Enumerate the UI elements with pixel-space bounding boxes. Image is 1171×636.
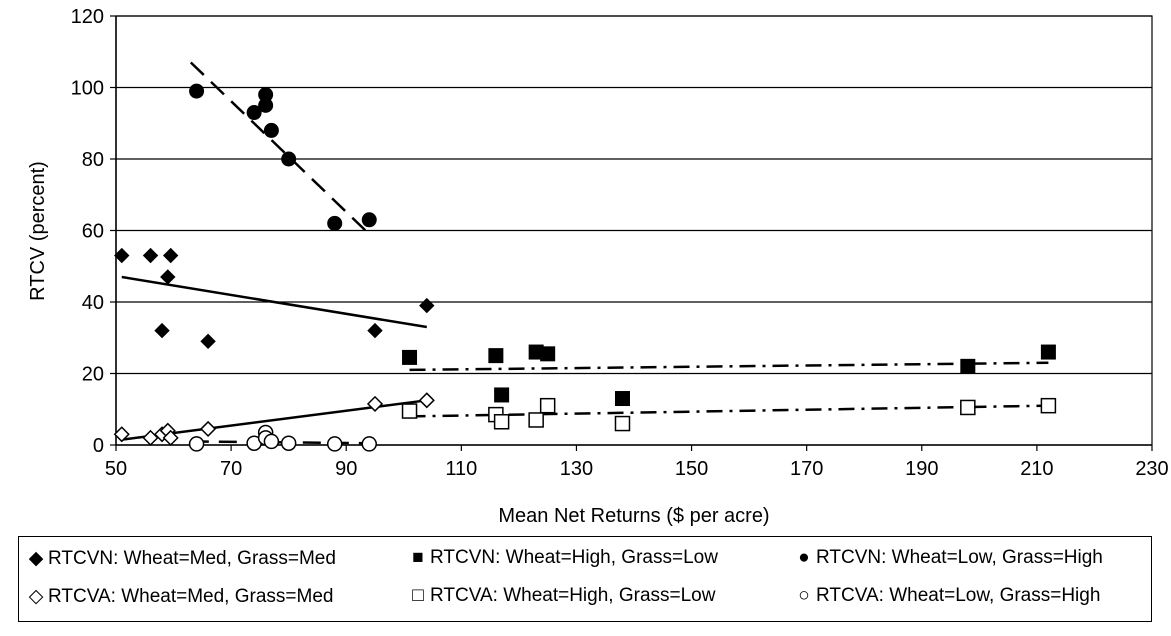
data-point — [142, 429, 159, 446]
legend-label: RTCVN: Wheat=Med, Grass=Med — [48, 547, 336, 569]
legend-item: ◆ RTCVN: Wheat=Med, Grass=Med — [27, 547, 336, 570]
data-point — [493, 414, 510, 430]
square-open-icon: □ — [412, 585, 424, 606]
legend-label: RTCVN: Wheat=Low, Grass=High — [816, 547, 1103, 568]
diamond-open-icon: ◇ — [28, 586, 44, 607]
x-tick-label: 70 — [220, 458, 242, 480]
x-tick-label: 130 — [560, 458, 593, 480]
data-point — [188, 436, 205, 452]
data-point — [200, 420, 217, 437]
y-tick-label: 20 — [82, 364, 104, 386]
data-point — [401, 403, 418, 419]
y-tick-label: 60 — [82, 221, 104, 243]
data-point — [1040, 344, 1056, 360]
data-point — [419, 297, 435, 314]
legend-label: RTCVA: Wheat=Low, Grass=High — [816, 585, 1101, 606]
data-point — [539, 397, 556, 414]
legend-item: ○ RTCVA: Wheat=Low, Grass=High — [795, 585, 1100, 607]
data-point — [367, 322, 383, 339]
x-tick-label: 110 — [445, 458, 477, 480]
data-point — [114, 247, 130, 264]
data-point — [402, 349, 418, 365]
legend-label: RTCVA: Wheat=Med, Grass=Med — [48, 585, 334, 607]
data-point — [326, 436, 343, 452]
trendline — [190, 440, 370, 445]
y-tick-label: 80 — [82, 149, 104, 171]
y-tick-label: 0 — [93, 435, 104, 457]
trendline — [409, 361, 1049, 372]
data-point — [280, 435, 297, 451]
data-point — [263, 433, 280, 450]
data-point — [113, 426, 130, 443]
x-tick-label: 210 — [1020, 458, 1053, 480]
data-point — [281, 151, 297, 167]
x-tick-label: 50 — [105, 458, 127, 480]
data-point — [142, 247, 159, 264]
data-point — [327, 215, 343, 231]
square-filled-icon: ■ — [412, 547, 424, 568]
legend-item: ◇ RTCVA: Wheat=Med, Grass=Med — [27, 585, 334, 608]
legend-item: ■ RTCVN: Wheat=High, Grass=Low — [409, 547, 718, 569]
data-point — [162, 429, 179, 446]
trendline — [409, 404, 1049, 418]
circle-open-icon: ○ — [798, 585, 810, 606]
legend-label: RTCVN: Wheat=High, Grass=Low — [430, 547, 718, 568]
data-point — [160, 269, 176, 285]
x-axis-title: Mean Net Returns ($ per acre) — [498, 505, 769, 527]
data-point — [162, 247, 179, 264]
y-tick-label: 100 — [71, 78, 104, 100]
x-tick-label: 90 — [335, 458, 357, 480]
legend-item: ● RTCVN: Wheat=Low, Grass=High — [795, 547, 1103, 569]
data-point — [960, 399, 976, 416]
circle-filled-icon: ● — [798, 547, 810, 568]
legend-label: RTCVA: Wheat=High, Grass=Low — [430, 585, 716, 606]
x-tick-label: 170 — [790, 458, 823, 480]
y-axis-title: RTCV (percent) — [27, 161, 49, 301]
y-tick-label: 120 — [71, 6, 104, 28]
x-tick-label: 190 — [905, 458, 938, 480]
data-point — [154, 322, 170, 339]
data-point — [418, 392, 435, 409]
data-point — [540, 346, 556, 362]
data-point — [494, 387, 510, 403]
data-point — [960, 358, 976, 374]
legend-item: □ RTCVA: Wheat=High, Grass=Low — [409, 585, 715, 607]
data-point — [361, 212, 377, 228]
data-point — [200, 333, 216, 350]
trendline — [189, 61, 371, 235]
y-tick-label: 40 — [82, 292, 104, 314]
data-point — [258, 97, 274, 113]
data-point — [361, 436, 377, 452]
data-point — [246, 105, 262, 121]
data-point — [528, 412, 544, 428]
scatter-chart: 0 20 40 60 80 100 120 50 70 90 110 130 150 170 190 210 2… — [27, 6, 1169, 527]
legend: ◆ RTCVN: Wheat=Med, Grass=Med ■ RTCVN: W… — [18, 536, 1152, 622]
trendline — [121, 275, 428, 329]
data-point — [263, 122, 279, 138]
x-tick-label: 230 — [1135, 458, 1168, 480]
diamond-filled-icon: ◆ — [28, 548, 44, 569]
data-point — [1040, 397, 1057, 414]
data-point — [189, 83, 205, 99]
data-point — [614, 415, 631, 432]
x-tick-label: 150 — [675, 458, 708, 480]
data-point — [614, 391, 630, 407]
data-point — [366, 395, 384, 412]
data-point — [488, 348, 504, 364]
